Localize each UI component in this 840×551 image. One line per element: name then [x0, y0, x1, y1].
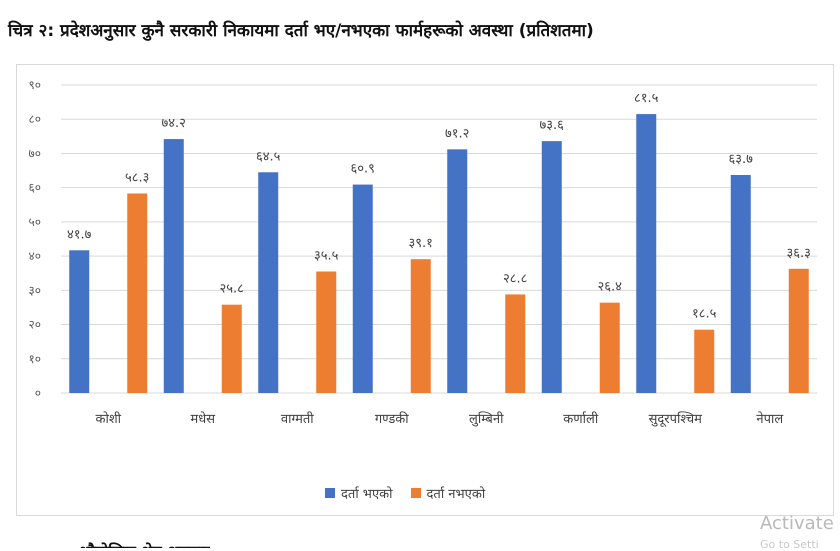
category-label: लुम्बिनी [469, 411, 504, 427]
bar-registered [541, 141, 562, 393]
y-tick-label: ३० [29, 283, 41, 297]
data-label-registered: ७३.६ [540, 118, 565, 133]
category-label: मधेस [190, 411, 215, 427]
data-label-registered: ४१.७ [67, 227, 92, 242]
y-tick-label: ९० [29, 78, 41, 92]
bar-unregistered [221, 304, 242, 393]
bar-unregistered [694, 329, 715, 393]
data-label-unregistered: २५.८ [220, 282, 245, 297]
y-tick-label: २० [29, 318, 41, 332]
y-tick-label: ८० [29, 112, 41, 126]
bar-unregistered [410, 259, 431, 393]
y-tick-label: ५० [29, 215, 41, 229]
bar-registered [258, 172, 279, 393]
data-label-registered: ८१.५ [634, 91, 659, 106]
bar-unregistered [127, 193, 148, 393]
activation-watermark-sub: Go to Setti [760, 538, 819, 551]
data-label-unregistered: २६.४ [598, 280, 623, 295]
bar-registered [69, 250, 90, 393]
bar-registered [730, 175, 751, 393]
legend-label-registered: दर्ता भएको [341, 487, 393, 502]
bar-unregistered [316, 271, 337, 393]
bar-registered [163, 139, 184, 393]
bar-chart: ० १० २० ३० ४० ५० ६० ७० ८० ९० ४१.७ ५८.३ कोशी ७४.२ २५.८ म… [29, 78, 817, 427]
category-label: नेपाल [756, 411, 783, 427]
figure-title: चित्र २: प्रदेशअनुसार कुनै सरकारी निकायम… [8, 21, 594, 41]
legend-label-unregistered: दर्ता नभएको [426, 487, 486, 502]
data-label-registered: ६३.७ [729, 152, 754, 167]
legend-swatch-unregistered [410, 488, 421, 498]
category-label: सुदूरपश्चिम [649, 411, 703, 427]
category-label: कोशी [95, 411, 121, 427]
y-tick-label: ० [35, 386, 41, 400]
bar-unregistered [505, 294, 526, 393]
data-label-unregistered: ५८.३ [125, 170, 149, 185]
category-label: वाग्मती [281, 411, 314, 427]
data-label-unregistered: ३५.५ [314, 249, 339, 264]
data-label-registered: ७४.२ [162, 116, 186, 131]
bar-registered [447, 149, 468, 393]
legend-item-registered: दर्ता भएको [325, 484, 393, 502]
chart-frame: ० १० २० ३० ४० ५० ६० ७० ८० ९० ४१.७ ५८.३ कोशी ७४.२ २५.८ म… [16, 64, 834, 516]
data-label-unregistered: ३६.३ [787, 246, 811, 261]
y-tick-label: ४० [29, 249, 41, 263]
data-label-unregistered: १८.५ [692, 307, 717, 322]
data-label-unregistered: ३९.१ [409, 236, 433, 251]
legend-swatch-registered [325, 488, 335, 498]
bar-registered [636, 114, 657, 393]
bar-unregistered [788, 268, 809, 393]
next-heading-fragment: भौगोलिक क्षेत्र अनुसार [80, 540, 210, 548]
data-label-registered: ६०.९ [351, 162, 375, 177]
y-tick-label: ६० [29, 181, 41, 195]
y-tick-label: ७० [29, 146, 41, 160]
data-label-unregistered: २८.८ [503, 271, 528, 286]
legend-item-unregistered: दर्ता नभएको [410, 484, 486, 502]
bar-unregistered [599, 302, 620, 393]
bar-registered [352, 184, 373, 393]
data-label-registered: ७१.२ [445, 126, 469, 141]
y-tick-label: १० [29, 352, 41, 366]
category-label: कर्णाली [563, 411, 599, 427]
category-label: गण्डकी [375, 411, 409, 427]
chart-legend: दर्ता भएको दर्ता नभएको [325, 484, 485, 502]
activation-watermark: Activate [760, 513, 834, 534]
data-label-registered: ६४.५ [256, 149, 281, 164]
